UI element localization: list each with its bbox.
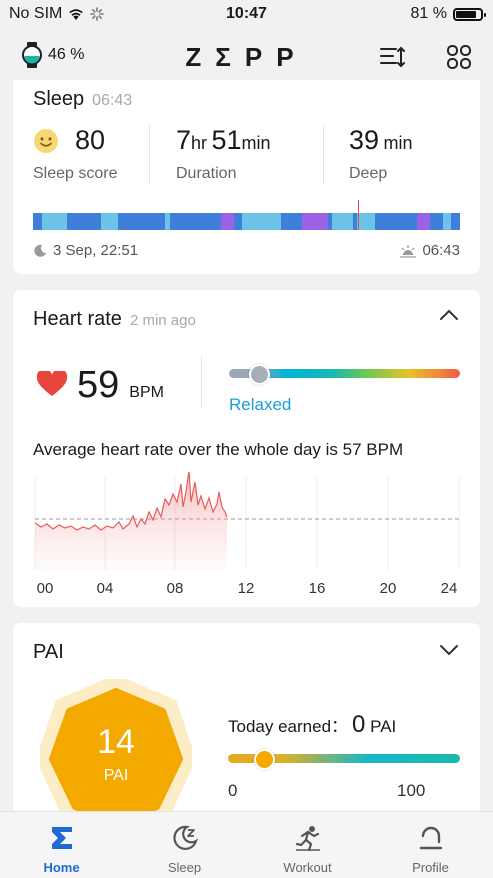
heart-rate-chart: 00 04 08 12 16 20 24 xyxy=(34,472,460,597)
status-time: 10:47 xyxy=(226,5,267,22)
tab-label: Sleep xyxy=(167,860,202,875)
sleep-start: 3 Sep, 22:51 xyxy=(33,242,138,259)
sleep-wake-time: 06:43 xyxy=(92,92,133,109)
app-header: 46 % ZΣPP xyxy=(0,30,493,82)
duration-minutes: 51 xyxy=(211,125,242,155)
pai-score-value: 14 xyxy=(97,723,135,761)
tab-profile[interactable]: Profile xyxy=(369,812,492,878)
sleep-score-stat: 80 Sleep score xyxy=(33,125,118,183)
sleep-duration-stat: 7hr 51min Duration xyxy=(176,125,271,183)
apps-grid-icon[interactable] xyxy=(444,42,474,72)
deep-minutes-unit: min xyxy=(383,133,413,153)
x-tick-label: 00 xyxy=(37,580,54,597)
pai-title: PAI xyxy=(33,641,64,663)
sleep-stages-bar xyxy=(33,213,460,230)
pai-scale-max: 100 xyxy=(397,781,426,800)
pai-hexagon: 14 PAI xyxy=(40,679,192,831)
duration-label: Duration xyxy=(176,165,237,182)
tab-workout[interactable]: Workout xyxy=(246,812,369,878)
x-tick-label: 08 xyxy=(167,580,184,597)
pai-score-unit: PAI xyxy=(104,767,129,784)
divider xyxy=(323,125,324,185)
x-tick-label: 24 xyxy=(441,580,458,597)
pai-today-label: Today earned： xyxy=(228,717,349,736)
heart-rate-unit: BPM xyxy=(129,384,164,401)
heart-rate-card[interactable]: Heart rate 2 min ago 59 BPM Relaxed Avera… xyxy=(13,290,480,607)
battery-percent: 81 % xyxy=(410,5,447,22)
smile-face-icon xyxy=(34,128,58,153)
pai-today: Today earned： 0 PAI xyxy=(228,711,396,739)
heart-rate-zone-bar xyxy=(229,364,460,385)
tab-label: Home xyxy=(43,860,80,875)
bottom-tab-bar: Home Sleep Workout Profile xyxy=(0,811,493,878)
battery-icon xyxy=(453,7,486,21)
sleep-end-time: 06:43 xyxy=(422,242,460,259)
watch-status[interactable]: 46 % xyxy=(22,42,84,68)
heart-rate-value-block: 59 BPM xyxy=(37,364,164,407)
loading-spinner-icon xyxy=(90,7,105,21)
heart-icon xyxy=(37,371,67,396)
sunrise-icon xyxy=(400,244,417,258)
sleep-end: 06:43 xyxy=(400,242,460,259)
app-logo: ZΣPP xyxy=(185,42,308,72)
divider xyxy=(201,356,202,408)
status-bar: No SIM 10:47 81 % xyxy=(0,0,493,30)
watch-battery: 46 % xyxy=(48,46,85,63)
deep-label: Deep xyxy=(349,165,388,182)
tab-home[interactable]: Home xyxy=(0,812,123,878)
duration-hours: 7 xyxy=(176,125,192,155)
sleep-card-title: Sleep 06:43 xyxy=(33,88,132,111)
pai-today-unit: PAI xyxy=(370,717,397,736)
sleep-title: Sleep xyxy=(33,88,85,110)
tab-label: Workout xyxy=(283,860,332,875)
heart-rate-title: Heart rate xyxy=(33,308,122,330)
workout-icon xyxy=(295,826,320,852)
sleep-card[interactable]: Sleep 06:43 80 Sleep score 7hr 51min Dura… xyxy=(13,80,480,274)
deep-minutes: 39 xyxy=(349,125,380,155)
sleep-start-time: 3 Sep, 22:51 xyxy=(53,242,139,259)
average-heart-rate-text: Average heart rate over the whole day is… xyxy=(33,440,404,459)
duration-minutes-unit: min xyxy=(241,133,271,153)
pai-today-value: 0 xyxy=(352,711,366,738)
sleep-icon xyxy=(173,825,198,850)
sort-cards-icon[interactable] xyxy=(378,42,408,72)
status-left: No SIM xyxy=(9,5,105,23)
carrier-label: No SIM xyxy=(9,5,63,22)
sleep-score-value: 80 xyxy=(75,125,106,155)
status-right: 81 % xyxy=(410,5,486,23)
profile-icon xyxy=(419,826,443,850)
heart-rate-value: 59 xyxy=(77,364,120,406)
home-icon xyxy=(52,827,72,849)
sleep-marker xyxy=(358,200,359,230)
x-tick-label: 16 xyxy=(309,580,326,597)
x-tick-label: 20 xyxy=(380,580,397,597)
pai-indicator xyxy=(254,749,275,770)
heart-rate-card-title: Heart rate 2 min ago xyxy=(33,308,196,331)
moon-icon xyxy=(34,244,46,257)
pai-card[interactable]: PAI 14 PAI Today earned： 0 PAI 0 100 xyxy=(13,623,480,831)
pai-scale-min: 0 xyxy=(228,781,238,800)
chevron-up-icon[interactable] xyxy=(439,308,459,322)
heart-rate-updated: 2 min ago xyxy=(129,312,196,329)
watch-icon xyxy=(22,42,42,68)
divider xyxy=(149,125,150,185)
x-tick-label: 04 xyxy=(97,580,114,597)
duration-hours-unit: hr xyxy=(191,133,208,153)
pai-progress-bar xyxy=(228,749,460,770)
sleep-deep-stat: 39 min Deep xyxy=(349,125,413,183)
sleep-score-label: Sleep score xyxy=(33,165,118,182)
zone-indicator xyxy=(249,364,270,385)
chevron-down-icon[interactable] xyxy=(439,643,459,657)
x-tick-label: 12 xyxy=(238,580,255,597)
heart-rate-zone-label: Relaxed xyxy=(229,395,292,414)
wifi-icon xyxy=(69,9,84,20)
tab-sleep[interactable]: Sleep xyxy=(123,812,246,878)
tab-label: Profile xyxy=(412,860,449,875)
